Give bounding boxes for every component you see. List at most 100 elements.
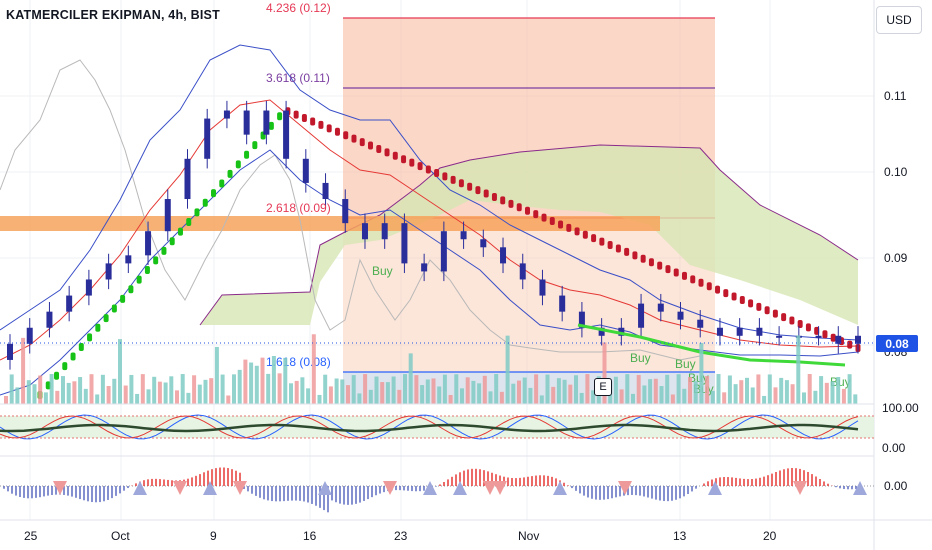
buy-label: Buy xyxy=(688,371,709,385)
price-tick: 0.09 xyxy=(884,251,908,265)
supertrend-dot xyxy=(789,316,795,325)
volume-bar xyxy=(403,374,407,404)
volume-bar xyxy=(328,386,333,404)
currency-button[interactable]: USD xyxy=(876,6,922,34)
volume-bar xyxy=(796,335,801,404)
volume-bar xyxy=(334,378,339,404)
volume-bar xyxy=(824,382,829,404)
supertrend-dot xyxy=(301,114,307,123)
supertrend-dot xyxy=(401,155,407,164)
volume-bar xyxy=(43,392,48,404)
momentum-down-marker xyxy=(173,481,187,495)
supertrend-dot xyxy=(186,217,192,226)
volume-bar xyxy=(180,374,185,404)
fib-label-2618: 2.618 (0.09) xyxy=(266,201,331,215)
volume-bar xyxy=(722,392,727,404)
supertrend-dot xyxy=(731,292,737,301)
supertrend-dot xyxy=(87,333,93,342)
momentum-pane[interactable] xyxy=(0,467,874,513)
volume-bar xyxy=(123,385,128,404)
supertrend-dot xyxy=(442,172,448,181)
volume-bar xyxy=(311,334,316,404)
candle-body xyxy=(815,335,822,338)
volume-bar xyxy=(636,374,641,404)
time-axis[interactable]: 25 Oct 9 16 23 Nov 13 20 xyxy=(24,529,777,543)
price-tick: 0.11 xyxy=(884,89,907,103)
volume-bar xyxy=(374,376,379,404)
supertrend-dot xyxy=(632,251,638,260)
volume-bar xyxy=(802,392,806,404)
supertrend-dot xyxy=(533,210,539,219)
momentum-tick: 0.00 xyxy=(884,479,908,493)
candle-body xyxy=(381,223,388,240)
supertrend-dot xyxy=(764,306,770,315)
candle-body xyxy=(184,158,191,200)
momentum-up-marker xyxy=(423,481,437,495)
candle-body xyxy=(145,231,152,256)
candle-body xyxy=(164,199,171,232)
supertrend-dot xyxy=(417,162,423,171)
volume-bar xyxy=(773,387,778,404)
volume-bar xyxy=(710,390,715,404)
supertrend-dot xyxy=(822,330,828,339)
supertrend-dot xyxy=(748,299,754,308)
candle-body xyxy=(421,263,428,272)
price-axis[interactable]: 0.11 0.10 0.09 0.08 100.00 0.00 0.00 xyxy=(882,89,919,493)
momentum-down-marker xyxy=(53,481,67,495)
momentum-down-marker xyxy=(493,481,507,495)
candle-body xyxy=(26,327,33,344)
supertrend-dot xyxy=(500,196,506,205)
volume-bar xyxy=(625,374,630,404)
volume-bar xyxy=(460,388,464,404)
momentum-down-marker xyxy=(618,481,632,495)
volume-bar xyxy=(260,357,265,404)
supertrend-dot xyxy=(78,342,84,351)
candle-body xyxy=(7,343,13,360)
supertrend-dot xyxy=(450,175,456,184)
supertrend-dot xyxy=(268,121,274,130)
stoch-signal-line xyxy=(0,423,859,433)
volume-bar xyxy=(83,388,88,404)
supertrend-dot xyxy=(723,289,729,298)
supertrend-dot xyxy=(252,141,258,150)
supertrend-dot xyxy=(458,179,464,188)
supertrend-dot xyxy=(706,282,712,291)
supertrend-dot xyxy=(797,319,803,328)
supertrend-dot xyxy=(673,268,679,277)
volume-bar xyxy=(659,386,664,404)
volume-bar xyxy=(118,339,122,404)
volume-bar xyxy=(494,374,499,404)
volume-bar xyxy=(425,379,430,404)
momentum-up-marker xyxy=(853,481,867,495)
supertrend-dot xyxy=(392,151,398,160)
supertrend-dot xyxy=(235,160,241,169)
volume-bar xyxy=(21,337,26,404)
supertrend-dot xyxy=(211,189,217,198)
support-trendline[interactable] xyxy=(577,323,846,367)
supertrend-dot xyxy=(219,179,225,188)
earnings-event-marker[interactable]: E xyxy=(594,378,612,396)
candle-body xyxy=(342,199,349,224)
supertrend-dot xyxy=(756,302,762,311)
candle-body xyxy=(401,223,408,264)
candle-body xyxy=(223,110,230,119)
stochastic-pane[interactable] xyxy=(0,414,874,440)
candle-body xyxy=(578,311,585,328)
last-price-badge: 0.08 xyxy=(876,335,918,352)
volume-bar xyxy=(739,380,744,404)
volume-bar xyxy=(602,342,607,404)
candle-body xyxy=(835,335,842,344)
volume-bar xyxy=(836,377,841,404)
momentum-down-marker xyxy=(233,481,247,495)
volume-bar xyxy=(574,375,578,404)
supertrend-dot xyxy=(177,227,183,236)
supertrend-dot xyxy=(194,208,200,217)
candle-body xyxy=(716,327,723,336)
supertrend-dot xyxy=(591,234,597,243)
volume-bar xyxy=(9,374,14,404)
volume-bar xyxy=(78,377,83,404)
volume-bar xyxy=(653,378,658,404)
stoch-k-line xyxy=(0,414,859,440)
supertrend-dot xyxy=(541,213,547,222)
